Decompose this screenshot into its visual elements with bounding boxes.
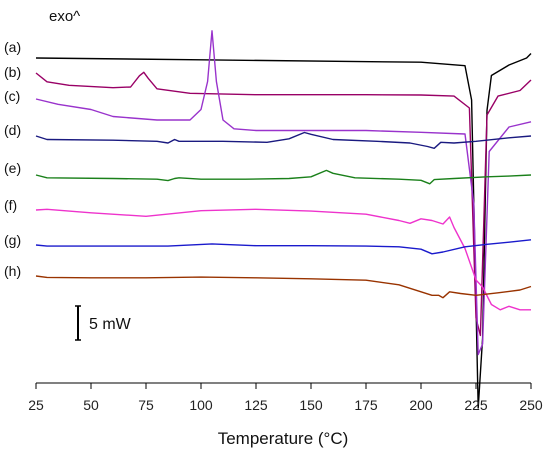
x-tick-label-175: 175 xyxy=(354,397,378,413)
curves-layer xyxy=(35,30,532,409)
x-tick-label-225: 225 xyxy=(464,397,488,413)
series-label-g: (g) xyxy=(4,232,21,248)
x-tick-label-125: 125 xyxy=(244,397,268,413)
series-line-c xyxy=(35,30,532,356)
x-axis-ticks: 25 50 75 100 125 150 175 200 225 250 xyxy=(28,383,543,413)
series-line-h xyxy=(35,275,532,299)
series-line-d xyxy=(35,131,532,149)
series-label-a: (a) xyxy=(4,39,21,55)
series-label-e: (e) xyxy=(4,160,21,176)
x-tick-label-25: 25 xyxy=(28,397,44,413)
x-axis-label: Temperature (°C) xyxy=(218,429,349,448)
scale-bar-label: 5 mW xyxy=(89,316,132,333)
x-tick-label-100: 100 xyxy=(189,397,213,413)
x-tick-label-50: 50 xyxy=(83,397,99,413)
series-label-c: (c) xyxy=(4,88,20,104)
series-line-g xyxy=(35,239,532,255)
x-tick-label-200: 200 xyxy=(409,397,433,413)
exo-annotation: exo^ xyxy=(49,8,80,25)
series-line-e xyxy=(35,169,532,185)
series-line-f xyxy=(35,208,531,311)
series-label-h: (h) xyxy=(4,263,21,279)
x-tick-label-75: 75 xyxy=(138,397,154,413)
x-tick-label-250: 250 xyxy=(519,397,543,413)
series-line-a xyxy=(35,53,532,409)
series-label-b: (b) xyxy=(4,64,21,80)
series-label-f: (f) xyxy=(4,197,17,213)
series-label-d: (d) xyxy=(4,122,21,138)
curve-labels-layer: (a) (b) (c) (d) (e) (f) (g) (h) xyxy=(4,39,21,279)
x-tick-label-150: 150 xyxy=(299,397,323,413)
series-line-b xyxy=(35,71,532,337)
scale-bar: 5 mW xyxy=(75,305,132,341)
